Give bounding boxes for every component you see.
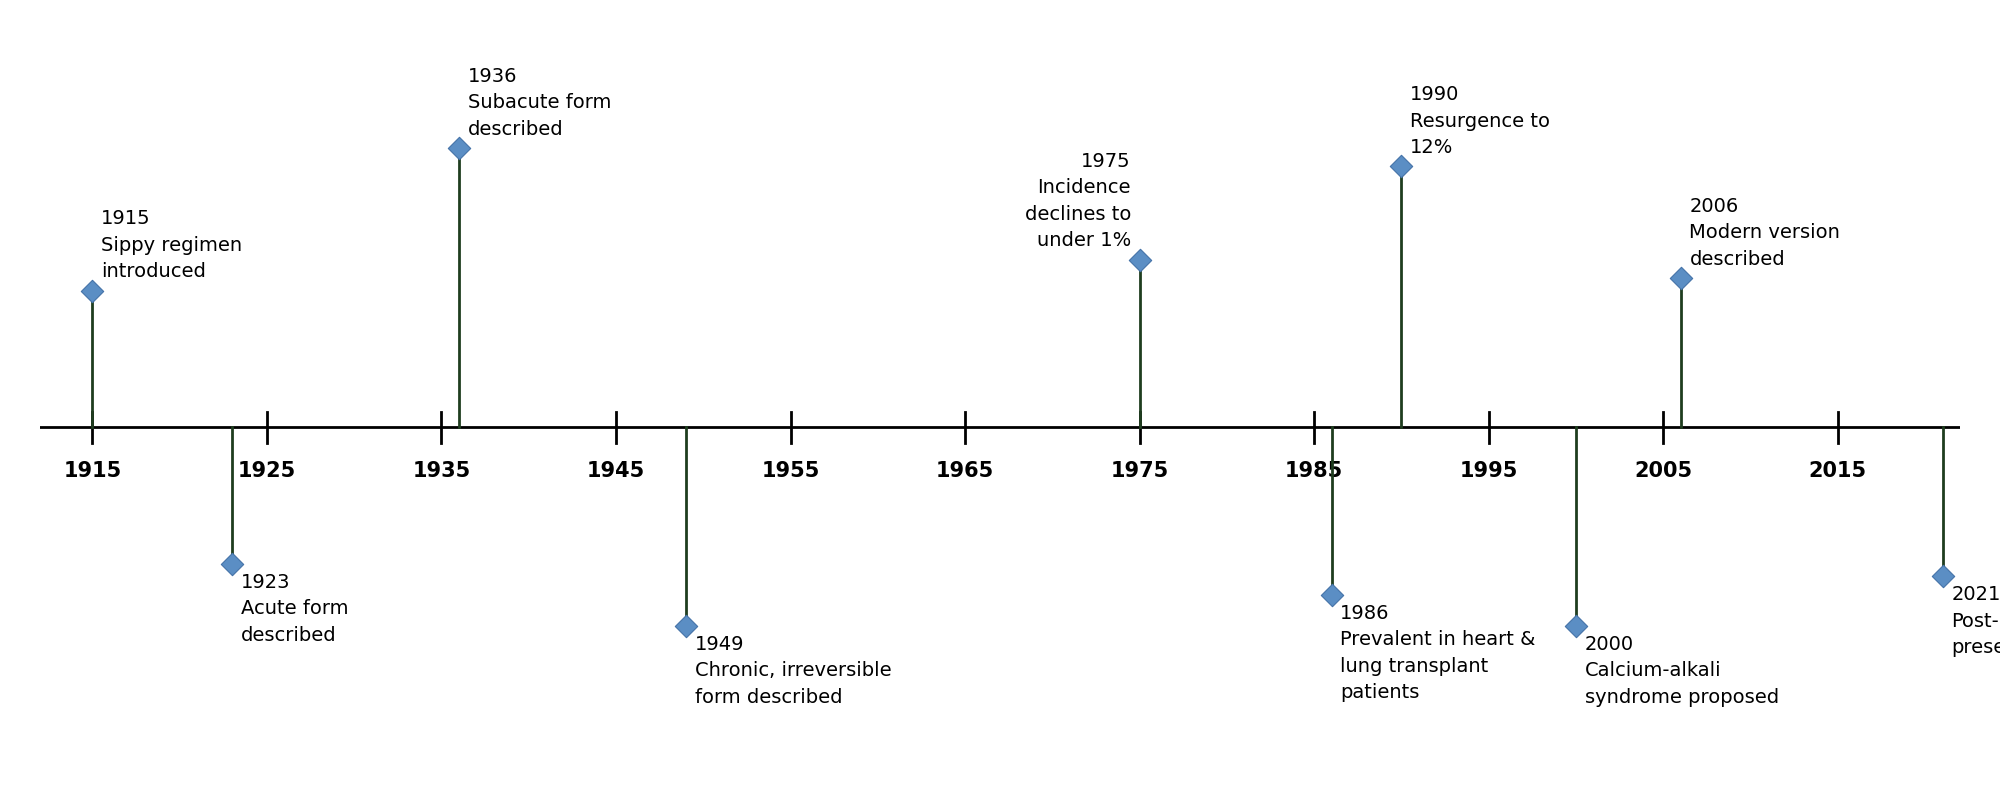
Text: 1935: 1935 xyxy=(412,461,470,482)
Text: 1965: 1965 xyxy=(936,461,994,482)
Text: 1986
Prevalent in heart &
lung transplant
patients: 1986 Prevalent in heart & lung transplan… xyxy=(1340,604,1536,703)
Point xyxy=(1664,272,1696,284)
Text: 1995: 1995 xyxy=(1460,461,1518,482)
Text: 1925: 1925 xyxy=(238,461,296,482)
Point xyxy=(670,619,702,632)
Point xyxy=(1560,619,1592,632)
Point xyxy=(1926,569,1958,582)
Point xyxy=(1316,588,1348,601)
Text: 1975
Incidence
declines to
under 1%: 1975 Incidence declines to under 1% xyxy=(1024,152,1130,250)
Text: 1945: 1945 xyxy=(586,461,646,482)
Point xyxy=(1386,160,1418,173)
Point xyxy=(1124,253,1156,266)
Point xyxy=(76,284,108,297)
Point xyxy=(216,558,248,570)
Text: 2005: 2005 xyxy=(1634,461,1692,482)
Text: 2000
Calcium-alkali
syndrome proposed: 2000 Calcium-alkali syndrome proposed xyxy=(1584,635,1778,706)
Text: 1955: 1955 xyxy=(762,461,820,482)
Text: 2006
Modern version
described: 2006 Modern version described xyxy=(1690,197,1840,268)
Text: 1990
Resurgence to
12%: 1990 Resurgence to 12% xyxy=(1410,86,1550,157)
Text: 1936
Subacute form
described: 1936 Subacute form described xyxy=(468,67,612,139)
Text: 1985: 1985 xyxy=(1286,461,1344,482)
Text: 1915
Sippy regimen
introduced: 1915 Sippy regimen introduced xyxy=(102,209,242,281)
Text: 2015: 2015 xyxy=(1808,461,1866,482)
Point xyxy=(442,142,474,154)
Text: 1949
Chronic, irreversible
form described: 1949 Chronic, irreversible form describe… xyxy=(694,635,892,706)
Text: 1915: 1915 xyxy=(64,461,122,482)
Text: 1975: 1975 xyxy=(1110,461,1168,482)
Text: 1923
Acute form
described: 1923 Acute form described xyxy=(240,573,348,645)
Text: 2021
Post-modern
presentation: 2021 Post-modern presentation xyxy=(1952,585,2000,657)
